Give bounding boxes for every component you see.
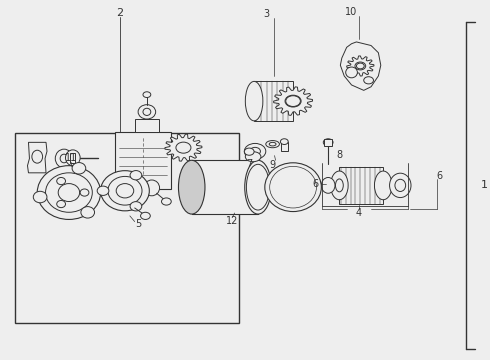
Ellipse shape: [321, 177, 335, 193]
Ellipse shape: [57, 201, 66, 208]
Text: 8: 8: [336, 150, 342, 160]
Ellipse shape: [57, 177, 66, 185]
Bar: [340, 167, 383, 204]
Ellipse shape: [66, 150, 80, 166]
Ellipse shape: [37, 166, 100, 220]
Ellipse shape: [100, 171, 149, 211]
Ellipse shape: [141, 212, 150, 220]
Ellipse shape: [245, 148, 254, 155]
Bar: [254, 81, 293, 121]
Ellipse shape: [270, 166, 317, 208]
Text: 9: 9: [270, 159, 276, 170]
Ellipse shape: [144, 180, 160, 196]
Ellipse shape: [266, 140, 279, 148]
Ellipse shape: [162, 198, 171, 205]
Ellipse shape: [364, 77, 373, 84]
Text: 11: 11: [65, 153, 77, 163]
Ellipse shape: [374, 171, 392, 200]
Text: 6: 6: [313, 179, 319, 189]
Ellipse shape: [323, 139, 333, 146]
Text: 12: 12: [226, 216, 238, 226]
Ellipse shape: [33, 191, 47, 203]
Text: 10: 10: [345, 7, 358, 17]
Polygon shape: [273, 87, 313, 115]
Text: 3: 3: [263, 9, 270, 19]
Ellipse shape: [130, 202, 142, 211]
Text: 1: 1: [481, 180, 488, 190]
Ellipse shape: [138, 105, 156, 119]
Bar: [15, 134, 240, 323]
Ellipse shape: [280, 139, 288, 144]
Polygon shape: [27, 142, 47, 173]
Ellipse shape: [55, 149, 73, 168]
Ellipse shape: [245, 152, 261, 162]
Bar: [192, 160, 258, 214]
Ellipse shape: [346, 67, 357, 78]
Ellipse shape: [245, 81, 263, 121]
Text: 6: 6: [436, 171, 442, 181]
Ellipse shape: [97, 186, 109, 195]
Bar: [324, 139, 332, 146]
Ellipse shape: [72, 163, 86, 174]
Text: 4: 4: [356, 208, 362, 218]
Ellipse shape: [178, 160, 205, 214]
Bar: [71, 153, 75, 163]
Ellipse shape: [390, 173, 411, 198]
Ellipse shape: [265, 163, 321, 212]
Ellipse shape: [245, 143, 266, 159]
Polygon shape: [347, 56, 374, 76]
Bar: [281, 142, 288, 151]
Ellipse shape: [58, 184, 80, 202]
Ellipse shape: [246, 164, 270, 210]
Ellipse shape: [81, 207, 95, 218]
Bar: [115, 132, 171, 189]
Polygon shape: [165, 134, 202, 161]
Ellipse shape: [143, 92, 151, 98]
Ellipse shape: [130, 171, 142, 180]
Ellipse shape: [80, 189, 89, 196]
Bar: [135, 119, 159, 132]
Ellipse shape: [116, 184, 134, 198]
Text: 5: 5: [135, 220, 141, 229]
Polygon shape: [341, 42, 381, 90]
Text: 7: 7: [246, 159, 252, 169]
Ellipse shape: [245, 160, 271, 214]
Ellipse shape: [331, 171, 348, 200]
Text: 2: 2: [117, 8, 123, 18]
